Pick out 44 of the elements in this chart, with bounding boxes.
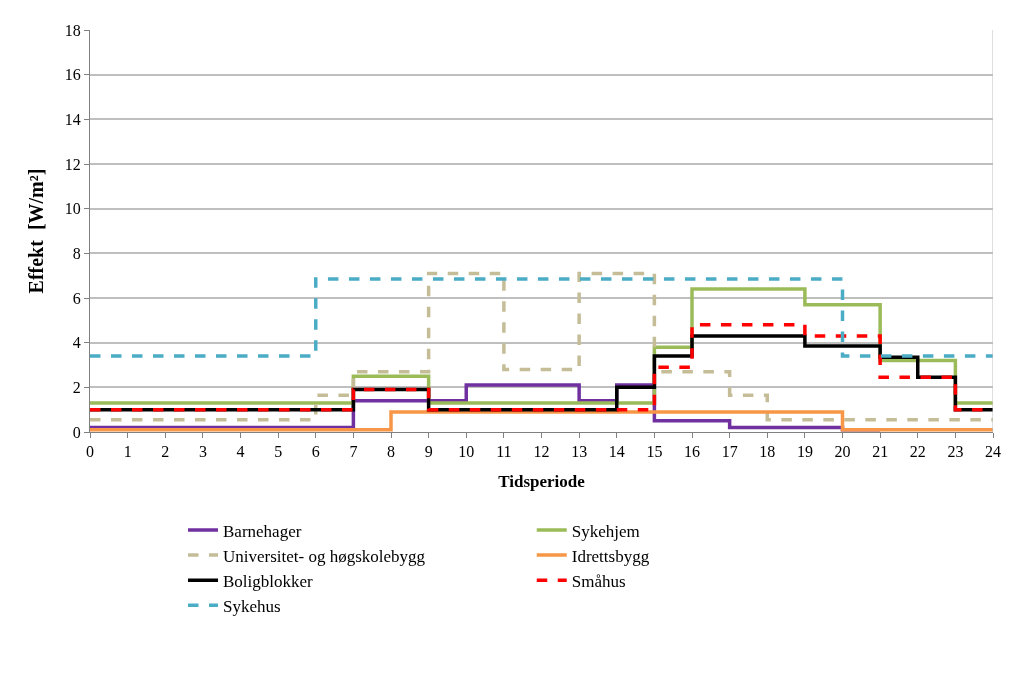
- x-tick-label: 5: [274, 443, 283, 461]
- y-tick-label: 8: [72, 244, 81, 262]
- x-tick-label: 17: [721, 443, 738, 461]
- x-tick-label: 1: [123, 443, 132, 461]
- x-tick-label: 8: [387, 443, 395, 461]
- y-tick-label: 6: [72, 289, 81, 307]
- x-tick-label: 11: [496, 443, 512, 461]
- x-tick-label: 13: [571, 443, 588, 461]
- x-tick-label: 10: [458, 443, 475, 461]
- legend-label: Universitet- og høgskolebygg: [223, 546, 426, 566]
- x-tick-label: 15: [646, 443, 663, 461]
- x-tick-label: 9: [424, 443, 433, 461]
- x-tick-label: 4: [236, 443, 245, 461]
- legend-label: Barnehager: [223, 521, 302, 541]
- y-axis-title: Effekt [W/m²]: [25, 168, 48, 294]
- legend-label: Idrettsbygg: [571, 546, 650, 566]
- x-tick-label: 23: [947, 443, 964, 461]
- legend-label: Boligblokker: [223, 571, 314, 591]
- x-tick-label: 19: [796, 443, 813, 461]
- x-axis-title: Tidsperiode: [498, 471, 586, 491]
- x-tick-label: 6: [311, 443, 320, 461]
- x-tick-label: 16: [684, 443, 700, 461]
- x-tick-label: 12: [533, 443, 550, 461]
- y-tick-label: 16: [64, 66, 81, 84]
- x-tick-label: 22: [909, 443, 926, 461]
- y-tick-label: 2: [72, 378, 81, 396]
- y-tick-label: 12: [64, 155, 81, 173]
- x-tick-label: 7: [349, 443, 358, 461]
- x-tick-label: 3: [198, 443, 207, 461]
- x-tick-label: 21: [872, 443, 889, 461]
- legend-label: Sykehus: [223, 596, 281, 616]
- x-tick-label: 0: [86, 443, 94, 461]
- x-tick-label: 14: [608, 443, 625, 461]
- legend-label: Sykehjem: [571, 521, 640, 541]
- y-tick-label: 4: [72, 334, 81, 352]
- x-tick-label: 2: [161, 443, 170, 461]
- x-tick-label: 20: [834, 443, 851, 461]
- legend-label: Småhus: [571, 571, 626, 591]
- x-tick-label: 24: [985, 443, 1001, 461]
- y-tick-label: 0: [72, 423, 81, 441]
- y-tick-label: 18: [64, 21, 81, 39]
- y-tick-label: 14: [64, 110, 81, 128]
- y-tick-label: 10: [64, 200, 81, 218]
- x-tick-label: 18: [759, 443, 776, 461]
